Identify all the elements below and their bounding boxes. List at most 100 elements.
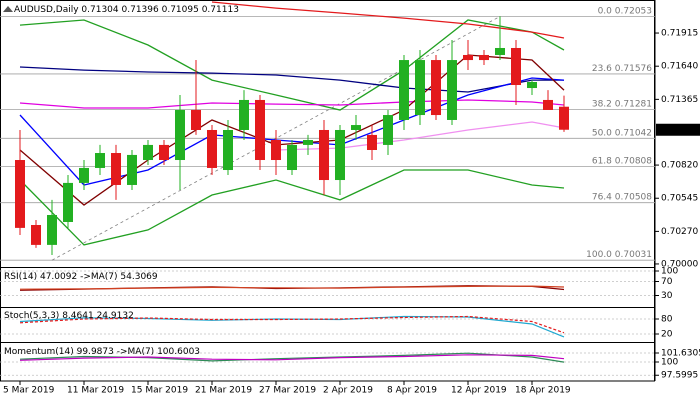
overlay-line [19, 54, 565, 206]
candle-body [415, 60, 425, 116]
y-tick-label: 100 [661, 267, 678, 277]
candle-body [383, 115, 393, 145]
y-tick-label: 0.71640 [661, 62, 698, 72]
fib-price: 0.71576 [615, 63, 652, 73]
chart-title: AUDUSD,Daily 0.71304 0.71396 0.71095 0.7… [14, 5, 239, 15]
symbol-icon [3, 6, 13, 12]
candle-body [15, 160, 25, 228]
candle-body [191, 109, 201, 130]
y-tick-label: 100 [661, 357, 678, 367]
overlay-line [19, 99, 565, 109]
price-box-label: 0.71113 [660, 125, 697, 135]
x-tick-label: 2 Apr 2019 [323, 386, 373, 396]
y-tick-label: 30 [661, 291, 673, 301]
candle-body [255, 99, 265, 161]
candle-body [303, 139, 313, 145]
indicator-title: RSI(14) 47.0092 ->MA(7) 54.3069 [4, 272, 158, 282]
indicator-ma-label: ->MA(7) [117, 347, 154, 357]
candle-body [511, 47, 521, 86]
fib-label: 50.0 0.71042 [592, 128, 652, 138]
x-tick-label: 27 Mar 2019 [259, 386, 316, 396]
indicator-line [19, 285, 565, 290]
header-high: 0.71396 [122, 5, 159, 15]
fib-label: 0.0 0.72053 [598, 6, 652, 16]
indicator-panel [0, 315, 655, 338]
candle-body [175, 109, 185, 161]
y-tick-label: 0.70820 [661, 161, 698, 171]
candle-body [287, 144, 297, 171]
x-tick-label: 12 Apr 2019 [451, 386, 507, 396]
candle-body [559, 106, 569, 130]
candle-body [31, 225, 41, 245]
candle-body [159, 144, 169, 161]
candle-body [431, 60, 441, 116]
candle-body [527, 81, 537, 89]
y-tick-label: 20 [661, 330, 673, 340]
symbol: AUDUSD,Daily [14, 5, 79, 15]
candle-body [79, 167, 89, 183]
fib-label: 76.4 0.70508 [592, 192, 652, 202]
fib-label: 23.6 0.71576 [592, 63, 652, 73]
header-open: 0.71304 [81, 5, 118, 15]
indicator-value: 47.0092 [40, 272, 77, 282]
fib-price: 0.70031 [615, 250, 652, 260]
header-low: 0.71095 [162, 5, 199, 15]
indicator-title: Stoch(5,3,3) 8.4641 24.9132 [4, 311, 134, 321]
plot-frame [0, 0, 655, 382]
indicator-label: Momentum(14) [4, 347, 74, 357]
fib-ratio: 23.6 [592, 63, 612, 73]
indicator-label: Stoch(5,3,3) [4, 311, 59, 321]
fib-trendline [51, 16, 501, 261]
candle-body [319, 129, 329, 181]
fib-ratio: 100.0 [586, 250, 612, 260]
candle-body [447, 60, 457, 120]
y-tick-label: 0.70545 [661, 194, 698, 204]
x-tick-label: 5 Mar 2019 [3, 386, 55, 396]
candle-body [495, 47, 505, 55]
y-tick-label: 0.71915 [661, 29, 698, 39]
x-tick-label: 8 Apr 2019 [387, 386, 437, 396]
indicator-ma-label: ->MA(7) [80, 272, 117, 282]
candle-body [543, 99, 553, 110]
fib-ratio: 61.8 [592, 156, 612, 166]
y-tick-label: 80 [661, 315, 673, 325]
y-tick-label: 0.70270 [661, 227, 698, 237]
fib-ratio: 0.0 [598, 6, 613, 16]
indicator-panel [0, 270, 655, 296]
y-tick-label: 101.6305 [661, 348, 700, 358]
candle-body [239, 99, 249, 130]
fib-ratio: 50.0 [592, 128, 612, 138]
candle-body [223, 129, 233, 171]
candle-body [207, 129, 217, 168]
candle-body [271, 139, 281, 161]
indicator-value: 100.6003 [157, 347, 200, 357]
main-panel: 0.0 0.72053 23.6 0.71576 38.2 0.71281 50.0 … [0, 1, 655, 261]
candle-body [127, 154, 137, 185]
y-tick-label: 0.70000 [661, 259, 698, 269]
candle-body [335, 129, 345, 181]
candle-body [95, 153, 105, 168]
candle-body [143, 144, 153, 161]
fib-label: 100.0 0.70031 [586, 250, 652, 260]
y-tick-label: 0.71365 [661, 95, 698, 105]
fib-ratio: 38.2 [592, 99, 612, 109]
indicator-value: 99.9873 [77, 347, 114, 357]
fib-label: 61.8 0.70808 [592, 156, 652, 166]
fib-price: 0.71281 [615, 99, 652, 109]
indicator-title: Momentum(14) 99.9873 ->MA(7) 100.6003 [4, 347, 200, 357]
indicator-line [19, 315, 565, 334]
candle-body [47, 214, 57, 245]
candle-body [351, 125, 361, 130]
indicator-value: 24.9132 [97, 311, 134, 321]
overlay-line [19, 66, 564, 93]
indicator-panel [0, 352, 655, 376]
overlay-line [19, 19, 565, 111]
overlay-line [211, 1, 565, 39]
y-tick-label: 97.5995 [661, 371, 698, 381]
fib-ratio: 76.4 [592, 192, 612, 202]
y-tick-label: 70 [661, 277, 673, 287]
fib-price: 0.72053 [615, 6, 652, 16]
fib-price: 0.71042 [615, 128, 652, 138]
candle-body [399, 60, 409, 120]
